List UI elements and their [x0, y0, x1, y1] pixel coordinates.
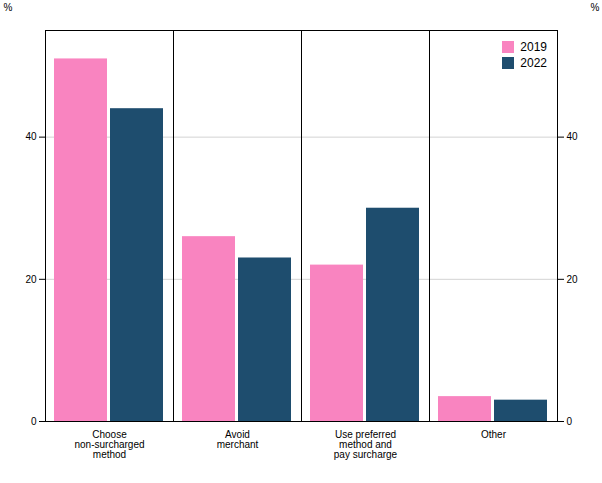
svg-text:%: % [4, 2, 13, 13]
svg-text:Use preferredmethod andpay sur: Use preferredmethod andpay surcharge [334, 429, 398, 460]
html-text:2019: 2019 [520, 40, 547, 54]
html-text:2022: 2022 [520, 56, 547, 70]
svg-text:40: 40 [25, 131, 37, 142]
svg-text:0: 0 [567, 416, 573, 427]
svg-text:20: 20 [567, 274, 579, 285]
svg-text:Avoidmerchant: Avoidmerchant [217, 429, 259, 450]
svg-text:Other: Other [481, 429, 507, 440]
svg-text:Choosenon-surchargedmethod: Choosenon-surchargedmethod [74, 429, 144, 460]
svg-text:40: 40 [567, 131, 579, 142]
svg-text:%: % [591, 2, 600, 13]
svg-text:0: 0 [31, 416, 37, 427]
svg-text:20: 20 [25, 274, 37, 285]
